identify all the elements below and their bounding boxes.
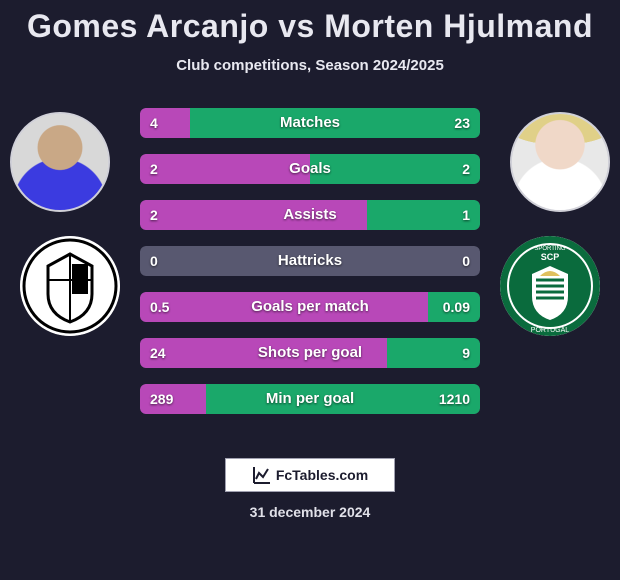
stat-value-right: 9	[462, 338, 470, 368]
stat-label: Assists	[140, 200, 480, 230]
club-left-badge	[20, 236, 120, 336]
avatar-placeholder-icon	[12, 114, 108, 210]
stat-value-right: 0	[462, 246, 470, 276]
svg-text:PORTUGAL: PORTUGAL	[531, 327, 569, 334]
chart-icon	[252, 465, 272, 485]
site-logo: FcTables.com	[225, 458, 395, 492]
shield-icon: SCP PORTUGAL SPORTING	[500, 236, 600, 336]
footer-date: 31 december 2024	[0, 504, 620, 520]
avatar-placeholder-icon	[512, 114, 608, 210]
stat-value-right: 0.09	[443, 292, 470, 322]
stat-value-right: 23	[454, 108, 470, 138]
svg-text:SPORTING: SPORTING	[534, 246, 566, 252]
stat-label: Goals	[140, 154, 480, 184]
club-right-badge: SCP PORTUGAL SPORTING	[500, 236, 600, 336]
stat-value-right: 1210	[439, 384, 470, 414]
stat-label: Goals per match	[140, 292, 480, 322]
player-right-avatar	[510, 112, 610, 212]
stat-label: Shots per goal	[140, 338, 480, 368]
stat-row: 289Min per goal1210	[140, 384, 480, 414]
stat-label: Hattricks	[140, 246, 480, 276]
site-logo-text: FcTables.com	[276, 467, 368, 483]
player-left-avatar	[10, 112, 110, 212]
stat-row: 24Shots per goal9	[140, 338, 480, 368]
stat-row: 0.5Goals per match0.09	[140, 292, 480, 322]
stat-row: 0Hattricks0	[140, 246, 480, 276]
stat-bars: 4Matches232Goals22Assists10Hattricks00.5…	[140, 108, 480, 430]
stat-value-right: 2	[462, 154, 470, 184]
page-title: Gomes Arcanjo vs Morten Hjulmand	[0, 0, 620, 45]
stat-label: Min per goal	[140, 384, 480, 414]
page-subtitle: Club competitions, Season 2024/2025	[0, 57, 620, 74]
stat-row: 2Assists1	[140, 200, 480, 230]
stat-value-right: 1	[462, 200, 470, 230]
svg-text:SCP: SCP	[541, 252, 560, 262]
stat-row: 2Goals2	[140, 154, 480, 184]
shield-icon	[20, 236, 120, 336]
stat-label: Matches	[140, 108, 480, 138]
stat-row: 4Matches23	[140, 108, 480, 138]
